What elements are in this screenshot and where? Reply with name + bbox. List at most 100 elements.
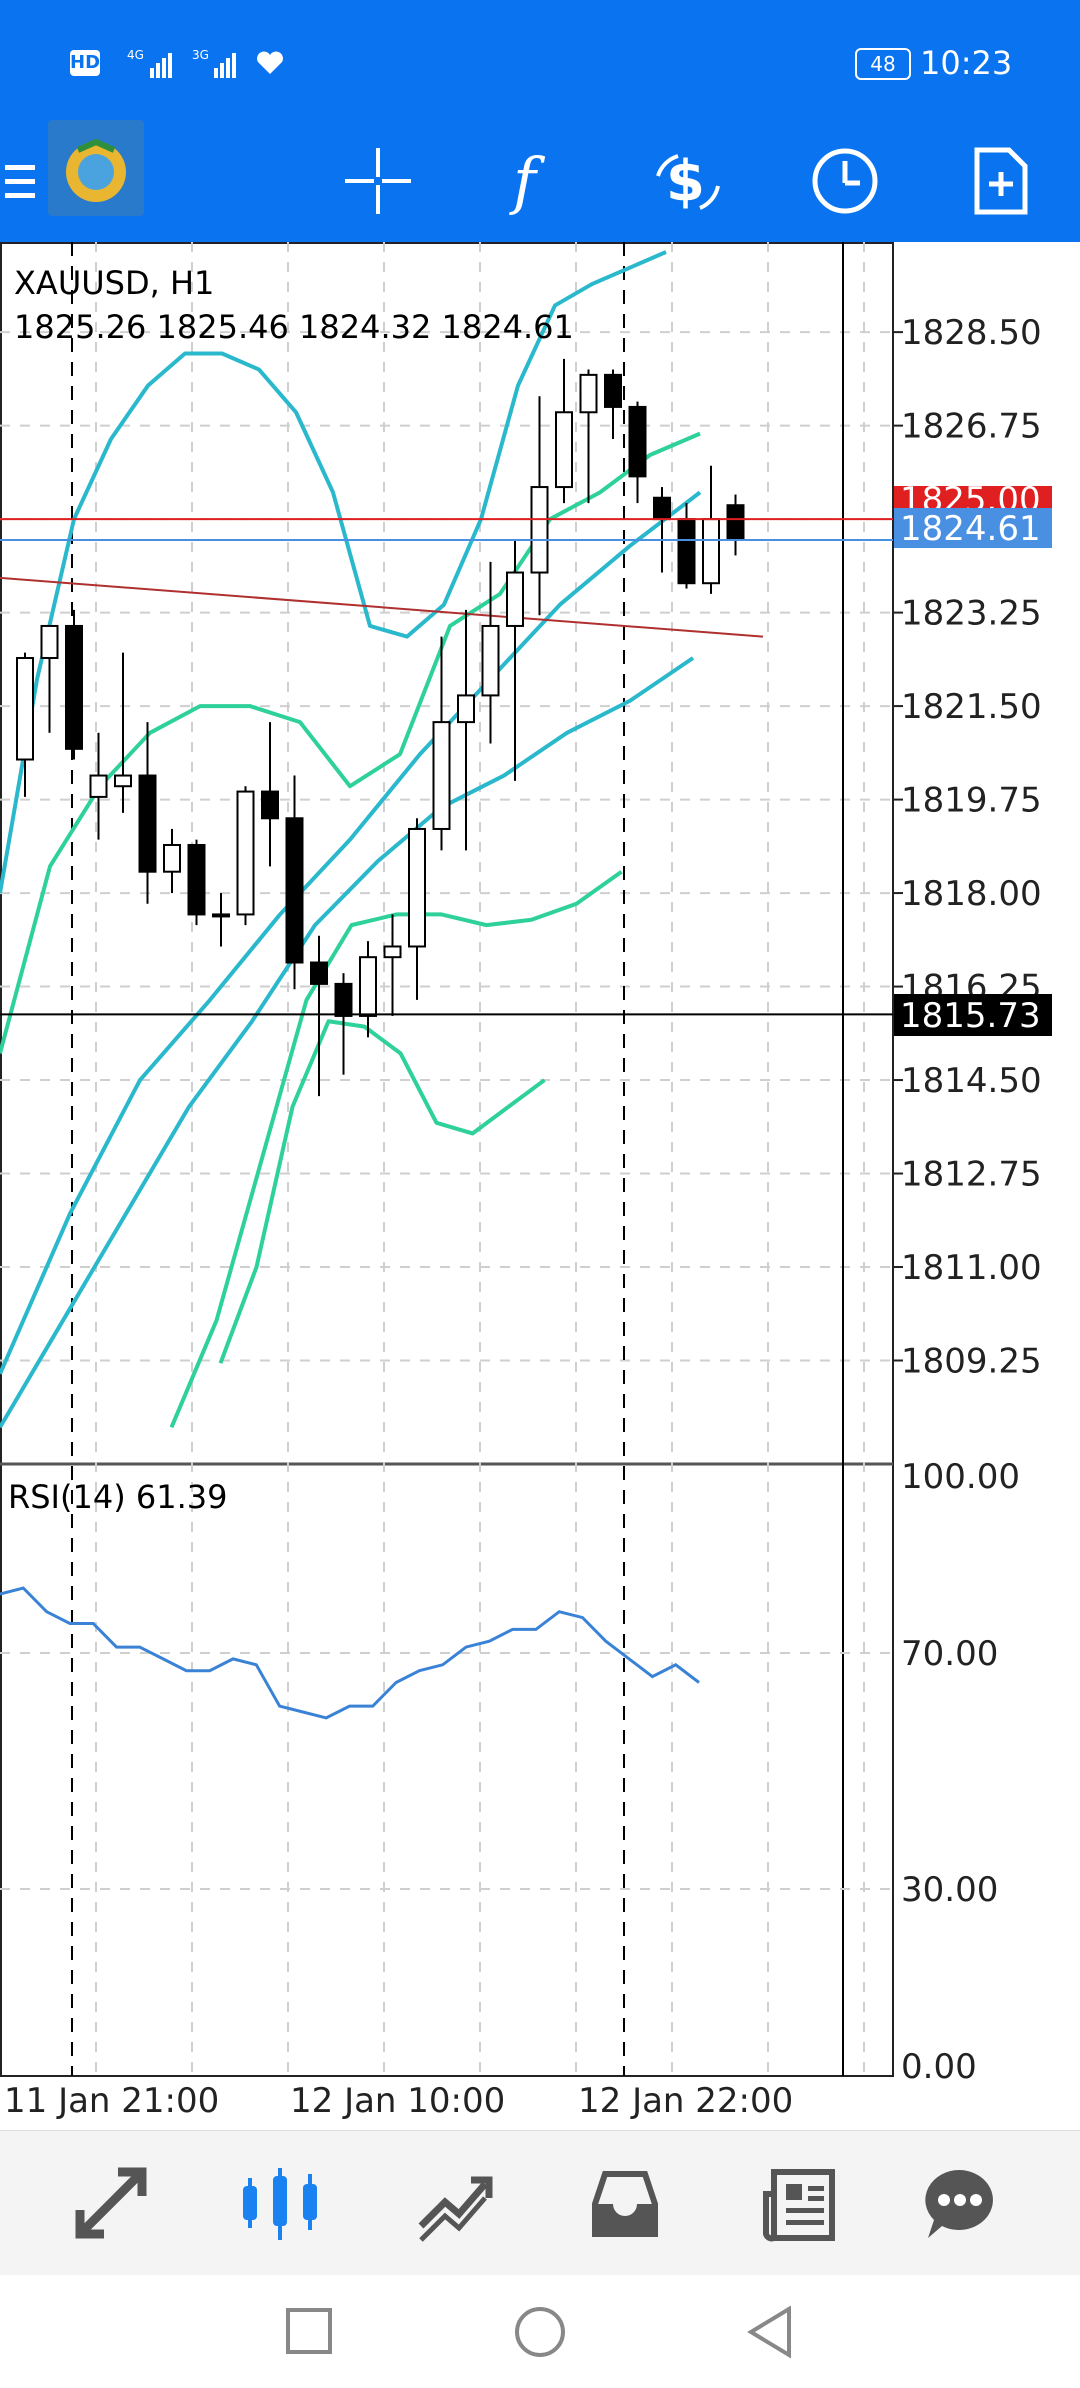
chat-icon bbox=[925, 2169, 993, 2238]
candle-body bbox=[261, 790, 279, 820]
candle-body bbox=[457, 694, 475, 724]
price-tick-label: 1814.50 bbox=[901, 1061, 1042, 1101]
price-chart[interactable]: 1828.501826.751825.001823.251821.501819.… bbox=[0, 242, 1080, 2130]
candle-body bbox=[310, 961, 328, 985]
rsi-tick-label: 0.00 bbox=[901, 2047, 977, 2087]
candle-body bbox=[212, 913, 230, 918]
health-icon bbox=[255, 50, 285, 76]
price-tick-label: 1828.50 bbox=[901, 313, 1042, 353]
nav-quotes[interactable] bbox=[25, 2131, 195, 2276]
trade-button[interactable]: $ bbox=[633, 120, 743, 242]
candle-body bbox=[65, 624, 83, 750]
chart-area[interactable]: 1828.501826.751825.001823.251821.501819.… bbox=[0, 242, 1080, 2130]
candle-body bbox=[628, 405, 647, 478]
new-order-button[interactable] bbox=[946, 120, 1056, 242]
band-lower_inner bbox=[218, 1019, 546, 1364]
rsi-tick-label: 100.00 bbox=[901, 1457, 1020, 1497]
nav-news[interactable] bbox=[715, 2131, 885, 2276]
menu-button[interactable] bbox=[0, 120, 40, 242]
candles-icon bbox=[243, 2167, 317, 2240]
crosshair-price-badge: 1815.73 bbox=[894, 994, 1052, 1036]
signal-icon-2: 3G bbox=[190, 48, 260, 80]
candle-body bbox=[163, 843, 181, 873]
recent-apps-icon[interactable] bbox=[285, 2307, 335, 2357]
candle-body bbox=[114, 774, 132, 788]
svg-text:f: f bbox=[509, 146, 546, 216]
candle-body bbox=[506, 571, 524, 627]
clock-icon bbox=[812, 148, 878, 214]
price-tick-label: 1818.00 bbox=[901, 874, 1042, 914]
candle-body bbox=[89, 774, 108, 798]
candle-body bbox=[604, 373, 622, 408]
candle-body bbox=[481, 624, 500, 697]
quotes-icon bbox=[75, 2167, 147, 2238]
price-tick-label: 1821.50 bbox=[901, 687, 1042, 727]
signal-icon-1: 4G bbox=[105, 48, 185, 80]
candle-body bbox=[236, 790, 255, 916]
function-icon: f bbox=[509, 146, 546, 216]
price-tick-label: 1823.25 bbox=[901, 594, 1042, 634]
nav-chat[interactable] bbox=[875, 2131, 1045, 2276]
chart-toolbar: f $ bbox=[0, 120, 1080, 242]
candle-body bbox=[138, 774, 157, 873]
crosshair-icon bbox=[345, 148, 411, 214]
candle-body bbox=[285, 817, 304, 964]
candle-body bbox=[726, 504, 745, 541]
price-tick-label: 1811.00 bbox=[901, 1248, 1042, 1288]
crosshair-button[interactable] bbox=[323, 120, 433, 242]
candle-body bbox=[16, 657, 34, 761]
candle-body bbox=[334, 982, 353, 1017]
time-label: 11 Jan 21:00 bbox=[4, 2081, 219, 2121]
candle-body bbox=[359, 956, 377, 1017]
sim2-label: 3G bbox=[192, 48, 209, 62]
rsi-tick-label: 30.00 bbox=[901, 1870, 998, 1910]
chart-frame bbox=[0, 242, 894, 2077]
time-label: 12 Jan 10:00 bbox=[290, 2081, 505, 2121]
candle-body bbox=[653, 496, 671, 521]
candle-body bbox=[408, 827, 426, 948]
candle-body bbox=[383, 945, 402, 959]
nav-history[interactable] bbox=[540, 2131, 710, 2276]
system-navigation bbox=[0, 2275, 1080, 2388]
price-tick-label: 1819.75 bbox=[901, 781, 1042, 821]
battery-level: 48 bbox=[870, 52, 896, 76]
nav-trade[interactable] bbox=[370, 2131, 540, 2276]
status-bar: HD 4G 3G 48 10:23 bbox=[0, 0, 1080, 120]
candle-body bbox=[677, 518, 696, 585]
trade-icon: $ bbox=[656, 149, 720, 214]
symbol-label: XAUUSD, H1 bbox=[14, 264, 215, 302]
price-tick-label: 1812.75 bbox=[901, 1155, 1042, 1195]
nav-chart[interactable] bbox=[195, 2131, 365, 2276]
price-tick-label: 1826.75 bbox=[901, 407, 1042, 447]
network-label: HD bbox=[70, 52, 101, 73]
time-label: 12 Jan 22:00 bbox=[578, 2081, 793, 2121]
bottom-navigation bbox=[0, 2130, 1080, 2276]
battery-icon: 48 bbox=[855, 48, 911, 80]
home-icon[interactable] bbox=[513, 2305, 567, 2359]
timeframe-button[interactable] bbox=[790, 120, 900, 242]
menu-icon bbox=[5, 165, 35, 198]
band-lower_outer bbox=[0, 656, 695, 1429]
sim1-label: 4G bbox=[127, 48, 144, 62]
app-logo[interactable] bbox=[48, 120, 144, 216]
band-upper_inner bbox=[0, 431, 701, 1054]
indicators-button[interactable]: f bbox=[478, 120, 588, 242]
back-icon[interactable] bbox=[745, 2305, 795, 2359]
band-middle_inner bbox=[169, 870, 623, 1429]
bid-price-label: 1824.61 bbox=[900, 509, 1041, 549]
rsi-line bbox=[0, 1586, 700, 1720]
clock-time: 10:23 bbox=[920, 44, 1013, 82]
candle-body bbox=[555, 411, 573, 489]
band-upper_outer bbox=[0, 250, 667, 894]
rsi-label: RSI(14) 61.39 bbox=[8, 1478, 228, 1516]
new-document-icon bbox=[974, 147, 1028, 215]
candle-body bbox=[579, 373, 598, 414]
news-icon bbox=[763, 2168, 835, 2241]
network-icon: HD bbox=[70, 50, 100, 76]
trendline bbox=[0, 576, 764, 638]
crosshair-price-label: 1815.73 bbox=[900, 996, 1041, 1036]
candle-body bbox=[530, 486, 549, 574]
candle-body bbox=[40, 624, 59, 660]
candle-body bbox=[187, 843, 206, 916]
band-middle_outer bbox=[0, 490, 702, 1375]
